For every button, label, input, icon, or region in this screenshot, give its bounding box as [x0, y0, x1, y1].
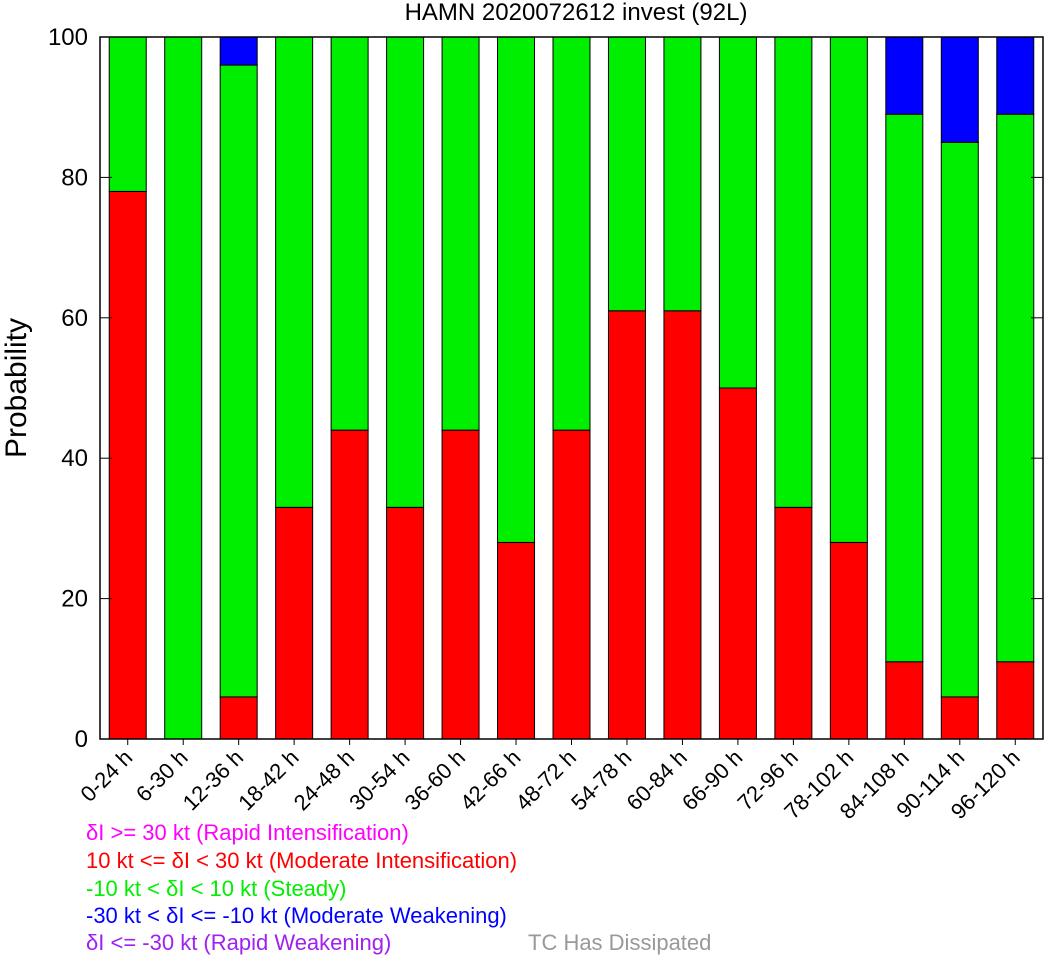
bar-segment-6-0: [441, 429, 480, 740]
bar-segment-9-0: [607, 310, 646, 740]
bar-segment-11-0: [718, 387, 757, 740]
bar-segment-16-2: [996, 36, 1035, 115]
legend-moderate-weakening: -30 kt < δI <= -10 kt (Moderate Weakenin…: [86, 903, 507, 928]
x-tick-label: 30-54 h: [344, 745, 414, 815]
legend-steady: -10 kt < δI < 10 kt (Steady): [86, 876, 347, 901]
x-tick-labels: 0-24 h6-30 h12-36 h18-42 h24-48 h30-54 h…: [75, 745, 1024, 824]
bar-segment-0-0: [108, 190, 147, 740]
x-tick-label: 48-72 h: [511, 745, 581, 815]
x-tick-label: 24-48 h: [289, 745, 359, 815]
bar-segment-2-1: [219, 64, 258, 698]
bar-segment-11-1: [718, 36, 757, 389]
bar-segment-16-0: [996, 661, 1035, 740]
bar-segment-4-1: [330, 36, 369, 431]
y-tick-label: 60: [61, 305, 88, 332]
x-tick-label: 54-78 h: [566, 745, 636, 815]
x-tick-label: 36-60 h: [400, 745, 470, 815]
bar-segment-9-1: [607, 36, 646, 312]
bar-segment-10-0: [663, 310, 702, 740]
bar-segment-8-0: [552, 429, 591, 740]
x-tick-label: 42-66 h: [455, 745, 525, 815]
bar-segment-7-0: [497, 541, 536, 740]
y-axis-label: Probability: [0, 318, 33, 458]
x-tick-label: 12-36 h: [178, 745, 248, 815]
y-tick-label: 100: [48, 24, 88, 51]
bar-segment-0-1: [108, 36, 147, 192]
x-tick-label: 66-90 h: [677, 745, 747, 815]
x-tick-label: 18-42 h: [233, 745, 303, 815]
bar-segment-2-2: [219, 36, 258, 66]
y-tick-label: 80: [61, 164, 88, 191]
axes-group: [99, 36, 1044, 745]
bars-group: [108, 36, 1035, 740]
bar-segment-10-1: [663, 36, 702, 312]
bar-segment-12-1: [774, 36, 813, 508]
plot-frame: [99, 36, 1044, 740]
chart-title: HAMN 2020072612 invest (92L): [405, 0, 748, 26]
y-tick-label: 40: [61, 445, 88, 472]
bar-segment-14-1: [885, 113, 924, 663]
bar-segment-5-1: [386, 36, 425, 508]
legend-rapid-weakening: δI <= -30 kt (Rapid Weakening): [86, 930, 392, 955]
x-tick-label: 60-84 h: [622, 745, 692, 815]
bar-segment-1-1: [164, 36, 203, 740]
bar-segment-3-1: [275, 36, 314, 508]
bar-segment-16-1: [996, 113, 1035, 663]
bar-segment-12-0: [774, 506, 813, 740]
bar-segment-2-0: [219, 696, 258, 740]
bar-segment-15-1: [940, 141, 979, 698]
bar-segment-13-0: [829, 541, 868, 740]
legend-moderate-intensification: 10 kt <= δI < 30 kt (Moderate Intensific…: [86, 848, 518, 873]
bar-segment-6-1: [441, 36, 480, 431]
legend-rapid-intensification: δI >= 30 kt (Rapid Intensification): [86, 820, 409, 845]
bar-segment-15-0: [940, 696, 979, 740]
y-tick-labels: 0 20 40 60 80 100: [48, 24, 88, 753]
bar-segment-3-0: [275, 506, 314, 740]
y-tick-label: 20: [61, 586, 88, 613]
bar-segment-7-1: [497, 36, 536, 543]
bar-segment-13-1: [829, 36, 868, 543]
bar-segment-14-2: [885, 36, 924, 115]
bar-segment-14-0: [885, 661, 924, 740]
bar-segment-15-2: [940, 36, 979, 143]
bar-segment-5-0: [386, 506, 425, 740]
y-tick-label: 0: [75, 726, 88, 753]
tc-dissipated-note: TC Has Dissipated: [528, 930, 712, 955]
x-tick-label: 0-24 h: [75, 745, 137, 807]
bar-segment-8-1: [552, 36, 591, 431]
bar-segment-4-0: [330, 429, 369, 740]
